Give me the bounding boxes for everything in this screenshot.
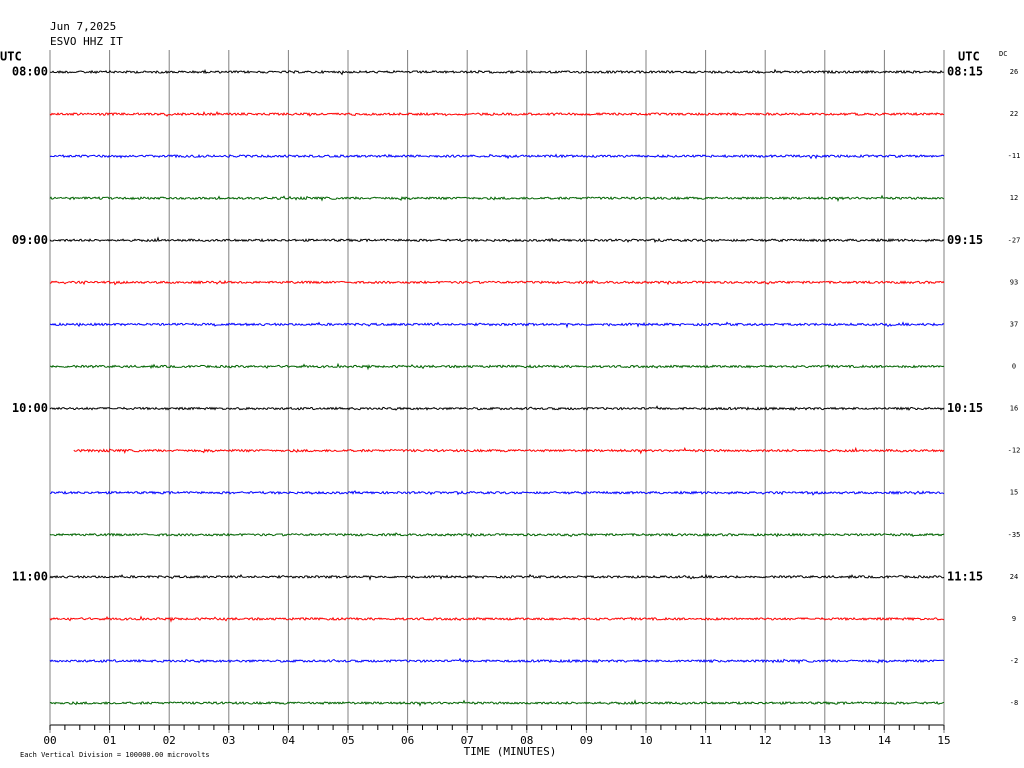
right-time-label: 08:15 [947,65,983,79]
left-axis-label: UTC [0,50,22,64]
x-tick-label: 11 [699,734,712,747]
trace [49,657,945,665]
left-time-label: 10:00 [12,401,48,415]
x-tick-label: 06 [401,734,414,747]
trace [49,532,945,538]
right-time-label: 11:15 [947,569,983,583]
x-tick-label: 02 [163,734,176,747]
x-tick-label: 07 [461,734,474,747]
left-time-label: 09:00 [12,233,48,247]
dc-value: 15 [1010,489,1018,497]
x-tick-label: 09 [580,734,593,747]
dc-value: -2 [1010,657,1018,665]
x-tick-label: 05 [341,734,354,747]
trace [49,194,945,203]
dc-value: -11 [1008,152,1021,160]
trace [49,573,945,581]
dc-value: 16 [1010,405,1018,413]
x-tick-label: 03 [222,734,235,747]
x-tick-label: 00 [43,734,56,747]
x-tick-label: 15 [937,734,950,747]
x-tick-label: 13 [818,734,831,747]
trace [49,236,945,244]
dc-label: DC [999,50,1007,58]
right-axis-label: UTC [958,50,980,64]
left-time-label: 08:00 [12,65,48,79]
trace [49,279,945,286]
right-time-label: 10:15 [947,401,983,415]
dc-value: -35 [1008,531,1021,539]
x-tick-label: 01 [103,734,116,747]
trace [49,153,945,160]
chart-subtitle: ESVO HHZ IT [50,35,123,48]
dc-value: -12 [1008,447,1021,455]
dc-value: -27 [1008,236,1021,244]
dc-value: 0 [1012,362,1016,370]
trace [49,321,945,329]
dc-value: 93 [1010,278,1018,286]
trace [49,110,945,117]
x-tick-label: 10 [639,734,652,747]
trace [49,699,945,707]
chart-title: Jun 7,2025 [50,20,116,33]
x-tick-label: 12 [759,734,772,747]
footnote: Each Vertical Division = 100000.00 micro… [20,751,210,759]
x-tick-label: 04 [282,734,296,747]
x-tick-label: 08 [520,734,533,747]
dc-value: 26 [1010,68,1018,76]
trace [49,615,945,623]
dc-value: 37 [1010,320,1018,328]
trace [49,405,945,411]
right-time-label: 09:15 [947,233,983,247]
dc-value: 12 [1010,194,1018,202]
trace [50,362,945,371]
trace [50,490,945,496]
trace [73,446,945,455]
dc-value: 9 [1012,615,1016,623]
dc-value: 22 [1010,110,1018,118]
x-tick-label: 14 [878,734,892,747]
x-axis-label: TIME (MINUTES) [464,745,557,758]
dc-value: -8 [1010,699,1018,707]
left-time-label: 11:00 [12,569,48,583]
dc-value: 24 [1010,573,1018,581]
trace [50,68,945,76]
